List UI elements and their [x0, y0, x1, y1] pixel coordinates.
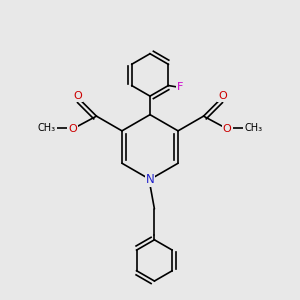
Text: O: O: [73, 91, 82, 100]
Text: O: O: [218, 91, 227, 100]
Text: F: F: [177, 82, 183, 92]
Text: CH₃: CH₃: [37, 123, 56, 133]
Text: N: N: [146, 173, 154, 186]
Text: O: O: [68, 124, 77, 134]
Text: O: O: [223, 124, 232, 134]
Text: CH₃: CH₃: [244, 123, 263, 133]
